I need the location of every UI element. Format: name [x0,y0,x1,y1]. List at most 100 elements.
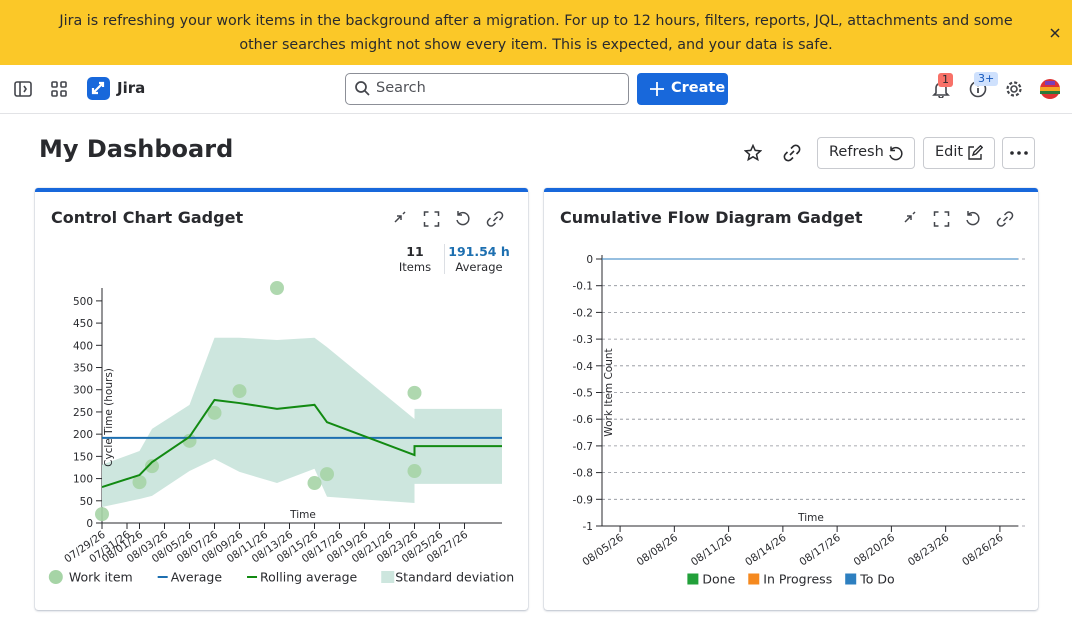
y-tick-label: -0.5 [573,388,594,400]
gadget-action[interactable] [456,211,470,226]
std-deviation-band [102,337,502,508]
close-banner[interactable] [1049,27,1061,39]
app-switcher[interactable] [51,81,67,97]
search-icon [355,81,370,96]
top-nav: Jira Search Create 1 3+ [0,65,1072,114]
y-tick-label: -0.1 [573,281,594,293]
more-button[interactable] [1002,137,1035,169]
gadget-action[interactable] [966,211,980,226]
settings[interactable] [1005,80,1023,98]
legend-symbol [381,571,395,583]
action-icon [486,211,504,227]
create-label: Create [671,80,726,96]
legend-item: Average [157,570,223,585]
y-tick-label: -0.8 [573,468,594,480]
plot: 0-0.1-0.2-0.3-0.4-0.5-0.6-0.7-0.8-0.9-10… [573,254,1028,569]
action-icon [966,211,980,226]
gadget-action[interactable] [423,211,440,227]
jira-logo[interactable] [87,77,110,100]
x-axis-label: Time [289,509,316,521]
gadget-action[interactable] [394,211,406,223]
y-tick-label: -0.6 [573,414,594,426]
items-caption: Items [398,260,432,274]
work-item [307,476,322,491]
legend-item: Work item [48,570,133,585]
work-item [207,405,222,420]
work-item [132,475,147,490]
legend-label: Rolling average [260,570,358,585]
x-tick-label: 08/14/26 [743,531,789,568]
action-icon [394,211,406,223]
work-item [232,384,247,399]
action-icon [933,211,950,227]
y-tick-label: 350 [73,363,93,375]
product-name[interactable]: Jira [117,79,146,97]
y-tick-label: 400 [73,340,93,352]
legend: Work item Average Rolling average Standard … [48,570,514,585]
y-axis-label: Work Item Count [603,348,615,436]
y-tick-label: 300 [73,385,93,397]
legend-label: Done [702,572,735,587]
legend-symbol [845,573,857,585]
migration-banner: Jira is refreshing your work items in th… [0,0,1072,65]
y-tick-label: 100 [73,474,93,486]
gadget-action[interactable] [933,211,950,227]
refresh-button[interactable]: Refresh [817,137,915,169]
avatar[interactable] [1040,79,1060,99]
legend-label: Standard deviation [395,570,514,585]
x-tick-label: 08/11/26 [689,531,735,568]
legend-label: Work item [69,570,133,585]
search-box[interactable]: Search [345,73,629,105]
y-tick-label: -0.4 [573,361,594,373]
x-axis-label: Time [797,512,824,524]
legend-symbol [687,573,699,585]
items-stat: 11 Items [391,244,439,274]
copy-link-button[interactable] [783,144,801,162]
y-tick-label: 0 [586,254,593,266]
page-title: My Dashboard [39,135,234,163]
star-button[interactable] [744,144,762,162]
y-axis-label: Cycle Time (hours) [103,368,115,467]
work-item [145,459,159,474]
series-line [101,398,502,488]
work-item [270,281,284,296]
edit-label: Edit [935,144,964,160]
y-tick-label: -0.3 [573,334,594,346]
legend-label: Average [171,570,223,585]
y-tick-label: -1 [583,521,593,533]
banner-text: Jira is refreshing your work items in th… [59,13,1013,53]
refresh-label: Refresh [829,144,884,160]
help-badge: 3+ [974,72,999,86]
card-accent [35,188,528,192]
x-tick-label: 08/20/26 [852,531,898,568]
x-tick-label: 08/26/26 [960,531,1006,568]
create-button[interactable]: Create [637,73,728,105]
legend: Done In Progress To Do [687,572,895,587]
edit-button[interactable]: Edit [923,137,995,169]
y-tick-label: 450 [73,318,93,330]
legend-label: In Progress [763,572,832,587]
average-caption: Average [455,260,503,274]
legend-symbol [48,570,63,584]
work-item [95,507,109,522]
gadget-action[interactable] [904,211,916,223]
cumulative-flow-chart: 0-0.1-0.2-0.3-0.4-0.5-0.6-0.7-0.8-0.9-10… [573,211,1028,587]
card-accent [544,188,1038,192]
work-item [320,467,334,482]
edit-icon [968,145,983,160]
y-tick-label: 250 [73,407,93,419]
sidebar-toggle[interactable] [14,81,32,97]
gadget-action[interactable] [486,211,504,227]
y-tick-label: 150 [73,451,93,463]
y-tick-label: 500 [73,296,93,308]
gadget-card: Cumulative Flow Diagram Gadget 0 -0.1 -0.2… [544,188,1038,610]
action-icon [423,211,440,227]
legend-symbol [748,573,760,585]
legend-item: To Do [845,572,895,587]
action-icon [904,211,916,223]
work-item [407,464,422,479]
gadget-action[interactable] [996,211,1014,227]
y-tick-label: -0.9 [573,494,594,506]
search-placeholder: Search [376,80,426,96]
legend-item: Done [687,572,736,587]
